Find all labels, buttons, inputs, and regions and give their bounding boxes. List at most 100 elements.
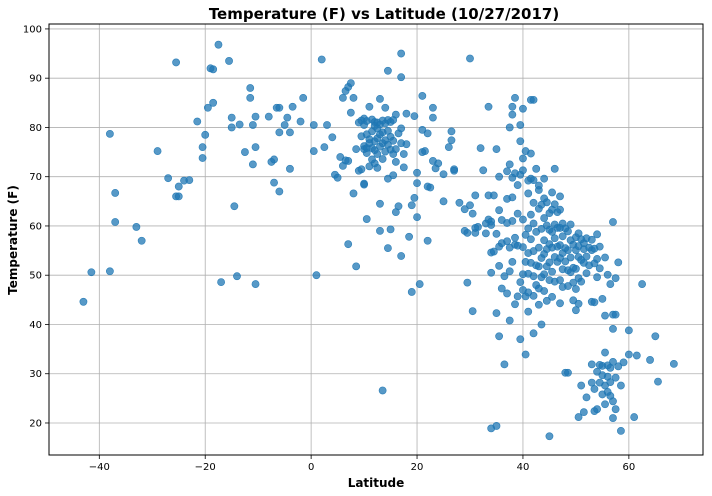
data-point <box>299 93 308 102</box>
data-point <box>455 198 464 207</box>
data-point <box>495 332 504 341</box>
data-point <box>577 277 586 286</box>
data-point <box>513 209 522 218</box>
y-tick-label: 70 <box>29 172 42 183</box>
data-point <box>376 199 384 208</box>
data-point <box>487 221 496 229</box>
data-point <box>524 224 533 233</box>
data-point <box>519 215 527 224</box>
data-point <box>164 174 173 183</box>
data-point <box>172 58 180 67</box>
data-point <box>339 93 347 102</box>
data-point <box>561 257 570 266</box>
data-point <box>524 189 533 198</box>
data-point <box>593 255 601 263</box>
data-point <box>495 206 504 215</box>
data-point <box>466 201 474 210</box>
data-point <box>320 143 329 152</box>
data-point <box>275 103 284 112</box>
data-point <box>423 129 432 138</box>
data-point <box>434 159 443 168</box>
data-point <box>286 164 294 173</box>
data-point <box>516 335 525 344</box>
data-point <box>574 299 583 308</box>
data-point <box>296 117 305 126</box>
data-point <box>505 123 514 132</box>
data-point <box>614 362 623 371</box>
data-point <box>429 113 437 122</box>
x-tick-label: 0 <box>308 462 314 473</box>
data-point <box>556 205 564 214</box>
data-point <box>508 258 517 266</box>
data-point <box>574 413 583 421</box>
data-point <box>519 104 527 113</box>
data-point <box>362 149 371 157</box>
data-point <box>492 422 501 430</box>
data-points <box>79 40 678 441</box>
data-point <box>593 230 601 239</box>
data-point <box>484 102 493 111</box>
y-tick-label: 20 <box>29 418 42 429</box>
data-point <box>399 150 408 158</box>
x-axis-ticks: −40 −20 0 20 40 60 <box>89 455 635 473</box>
data-point <box>540 287 549 295</box>
data-point <box>516 278 525 287</box>
data-point <box>402 109 411 118</box>
data-point <box>79 297 88 306</box>
data-point <box>407 201 416 210</box>
data-point <box>264 112 273 121</box>
data-point <box>572 264 580 273</box>
x-tick-label: −20 <box>195 462 216 473</box>
data-point <box>511 233 519 242</box>
data-point <box>550 200 559 209</box>
data-point <box>328 133 337 142</box>
data-point <box>384 244 392 253</box>
data-point <box>373 150 382 158</box>
data-point <box>248 160 257 169</box>
data-point <box>384 66 392 75</box>
x-tick-label: 20 <box>411 462 424 473</box>
data-point <box>595 242 604 251</box>
data-point <box>669 359 678 368</box>
x-axis-label: Latitude <box>348 476 405 490</box>
data-point <box>540 270 549 279</box>
data-point <box>203 103 212 112</box>
data-point <box>389 136 398 145</box>
data-point <box>508 110 517 119</box>
data-point <box>227 113 236 122</box>
data-point <box>526 235 535 244</box>
data-point <box>344 240 353 249</box>
data-point <box>280 121 289 129</box>
data-point <box>497 284 506 293</box>
data-point <box>587 235 596 244</box>
data-point <box>489 247 498 256</box>
data-point <box>590 298 599 307</box>
data-point <box>492 145 501 154</box>
data-point <box>378 386 387 395</box>
data-point <box>611 373 620 382</box>
data-point <box>606 280 615 288</box>
data-point <box>516 121 525 129</box>
data-point <box>603 270 612 279</box>
data-point <box>439 197 448 206</box>
data-point <box>312 271 321 280</box>
data-point <box>415 280 424 288</box>
data-point <box>545 258 554 267</box>
chart-title: Temperature (F) vs Latitude (10/27/2017) <box>209 5 559 23</box>
data-point <box>360 180 368 189</box>
data-point <box>529 291 538 300</box>
data-point <box>227 123 236 132</box>
data-point <box>611 310 620 319</box>
data-point <box>426 183 435 192</box>
data-point <box>444 143 453 152</box>
data-point <box>609 218 617 226</box>
data-point <box>519 166 527 175</box>
data-point <box>545 432 554 441</box>
data-point <box>413 213 421 221</box>
data-point <box>391 158 400 166</box>
data-point <box>511 300 519 309</box>
data-point <box>609 397 617 406</box>
data-point <box>333 173 342 182</box>
data-point <box>624 326 633 335</box>
data-point <box>389 171 398 180</box>
